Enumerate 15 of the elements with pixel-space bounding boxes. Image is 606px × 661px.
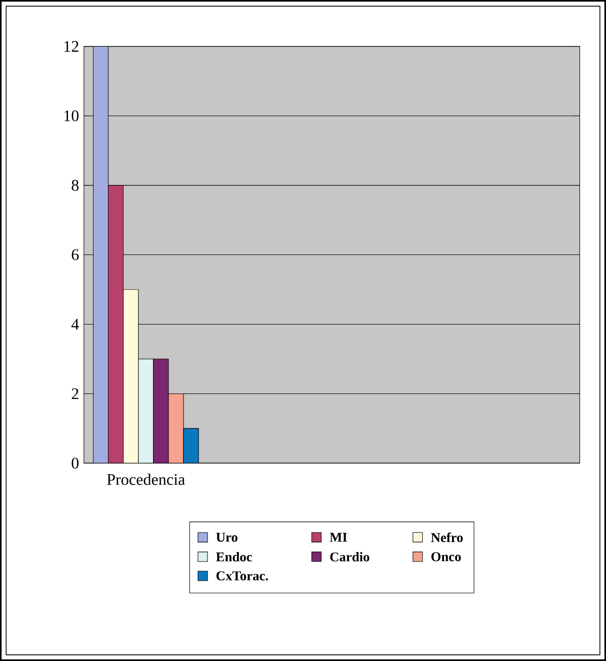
legend-label: Onco	[431, 552, 461, 562]
y-tick-label: 12	[64, 41, 78, 52]
y-tick-label: 10	[64, 110, 79, 122]
legend-label: CxTorac.	[216, 571, 268, 580]
legend-label: Cardio	[330, 552, 370, 562]
legend-label: MI	[330, 532, 347, 542]
y-tick-label: 6	[72, 249, 79, 260]
y-tick-label: 0	[72, 458, 79, 469]
legend-label: Uro	[216, 532, 238, 542]
x-tick-label: Procedencia	[107, 474, 185, 485]
legend-label: Endoc	[216, 552, 252, 562]
y-tick-label: 2	[72, 388, 78, 400]
y-tick-label: 4	[71, 318, 79, 330]
y-tick-label: 8	[72, 180, 79, 191]
legend-label: Nefro	[431, 532, 463, 542]
